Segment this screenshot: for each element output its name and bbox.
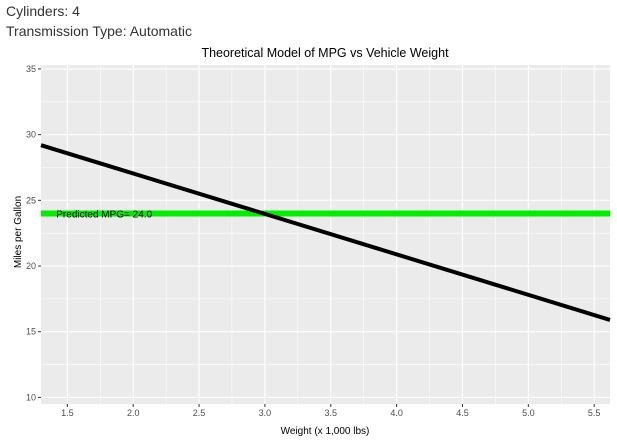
y-tick-label: 35 xyxy=(26,64,36,74)
x-tick-label: 5.5 xyxy=(588,408,601,418)
x-tick-label: 1.5 xyxy=(61,408,74,418)
y-axis-title: Miles per Gallon xyxy=(13,196,24,268)
grid-lines xyxy=(41,65,610,404)
y-tick-label: 15 xyxy=(26,327,36,337)
y-tick-label: 20 xyxy=(26,261,36,271)
cylinders-label: Cylinders: 4 xyxy=(6,3,80,19)
y-tick-label: 10 xyxy=(26,392,36,402)
y-tick-label: 30 xyxy=(26,130,36,140)
x-tick-label: 5.0 xyxy=(522,408,535,418)
x-tick-label: 3.0 xyxy=(259,408,272,418)
predicted-mpg-label: Predicted MPG= 24.0 xyxy=(56,209,152,220)
annotation-layer: Predicted MPG= 24.0 xyxy=(56,209,152,220)
x-axis-ticks: 1.5 2.0 2.5 3.0 3.5 4.0 4.5 5.0 5.5 xyxy=(61,404,600,418)
x-tick-label: 2.0 xyxy=(127,408,140,418)
x-tick-label: 4.0 xyxy=(390,408,403,418)
y-tick-label: 25 xyxy=(26,195,36,205)
transmission-type-label: Transmission Type: Automatic xyxy=(6,23,192,39)
mpg-model-line xyxy=(40,143,611,322)
series-layer xyxy=(40,143,611,322)
x-tick-label: 4.5 xyxy=(456,408,469,418)
x-axis-title: Weight (x 1,000 lbs) xyxy=(281,426,370,437)
y-axis-ticks: 10 15 20 25 30 35 xyxy=(26,64,41,402)
x-tick-label: 2.5 xyxy=(193,408,206,418)
x-tick-label: 3.5 xyxy=(325,408,338,418)
chart-title: Theoretical Model of MPG vs Vehicle Weig… xyxy=(201,46,449,60)
